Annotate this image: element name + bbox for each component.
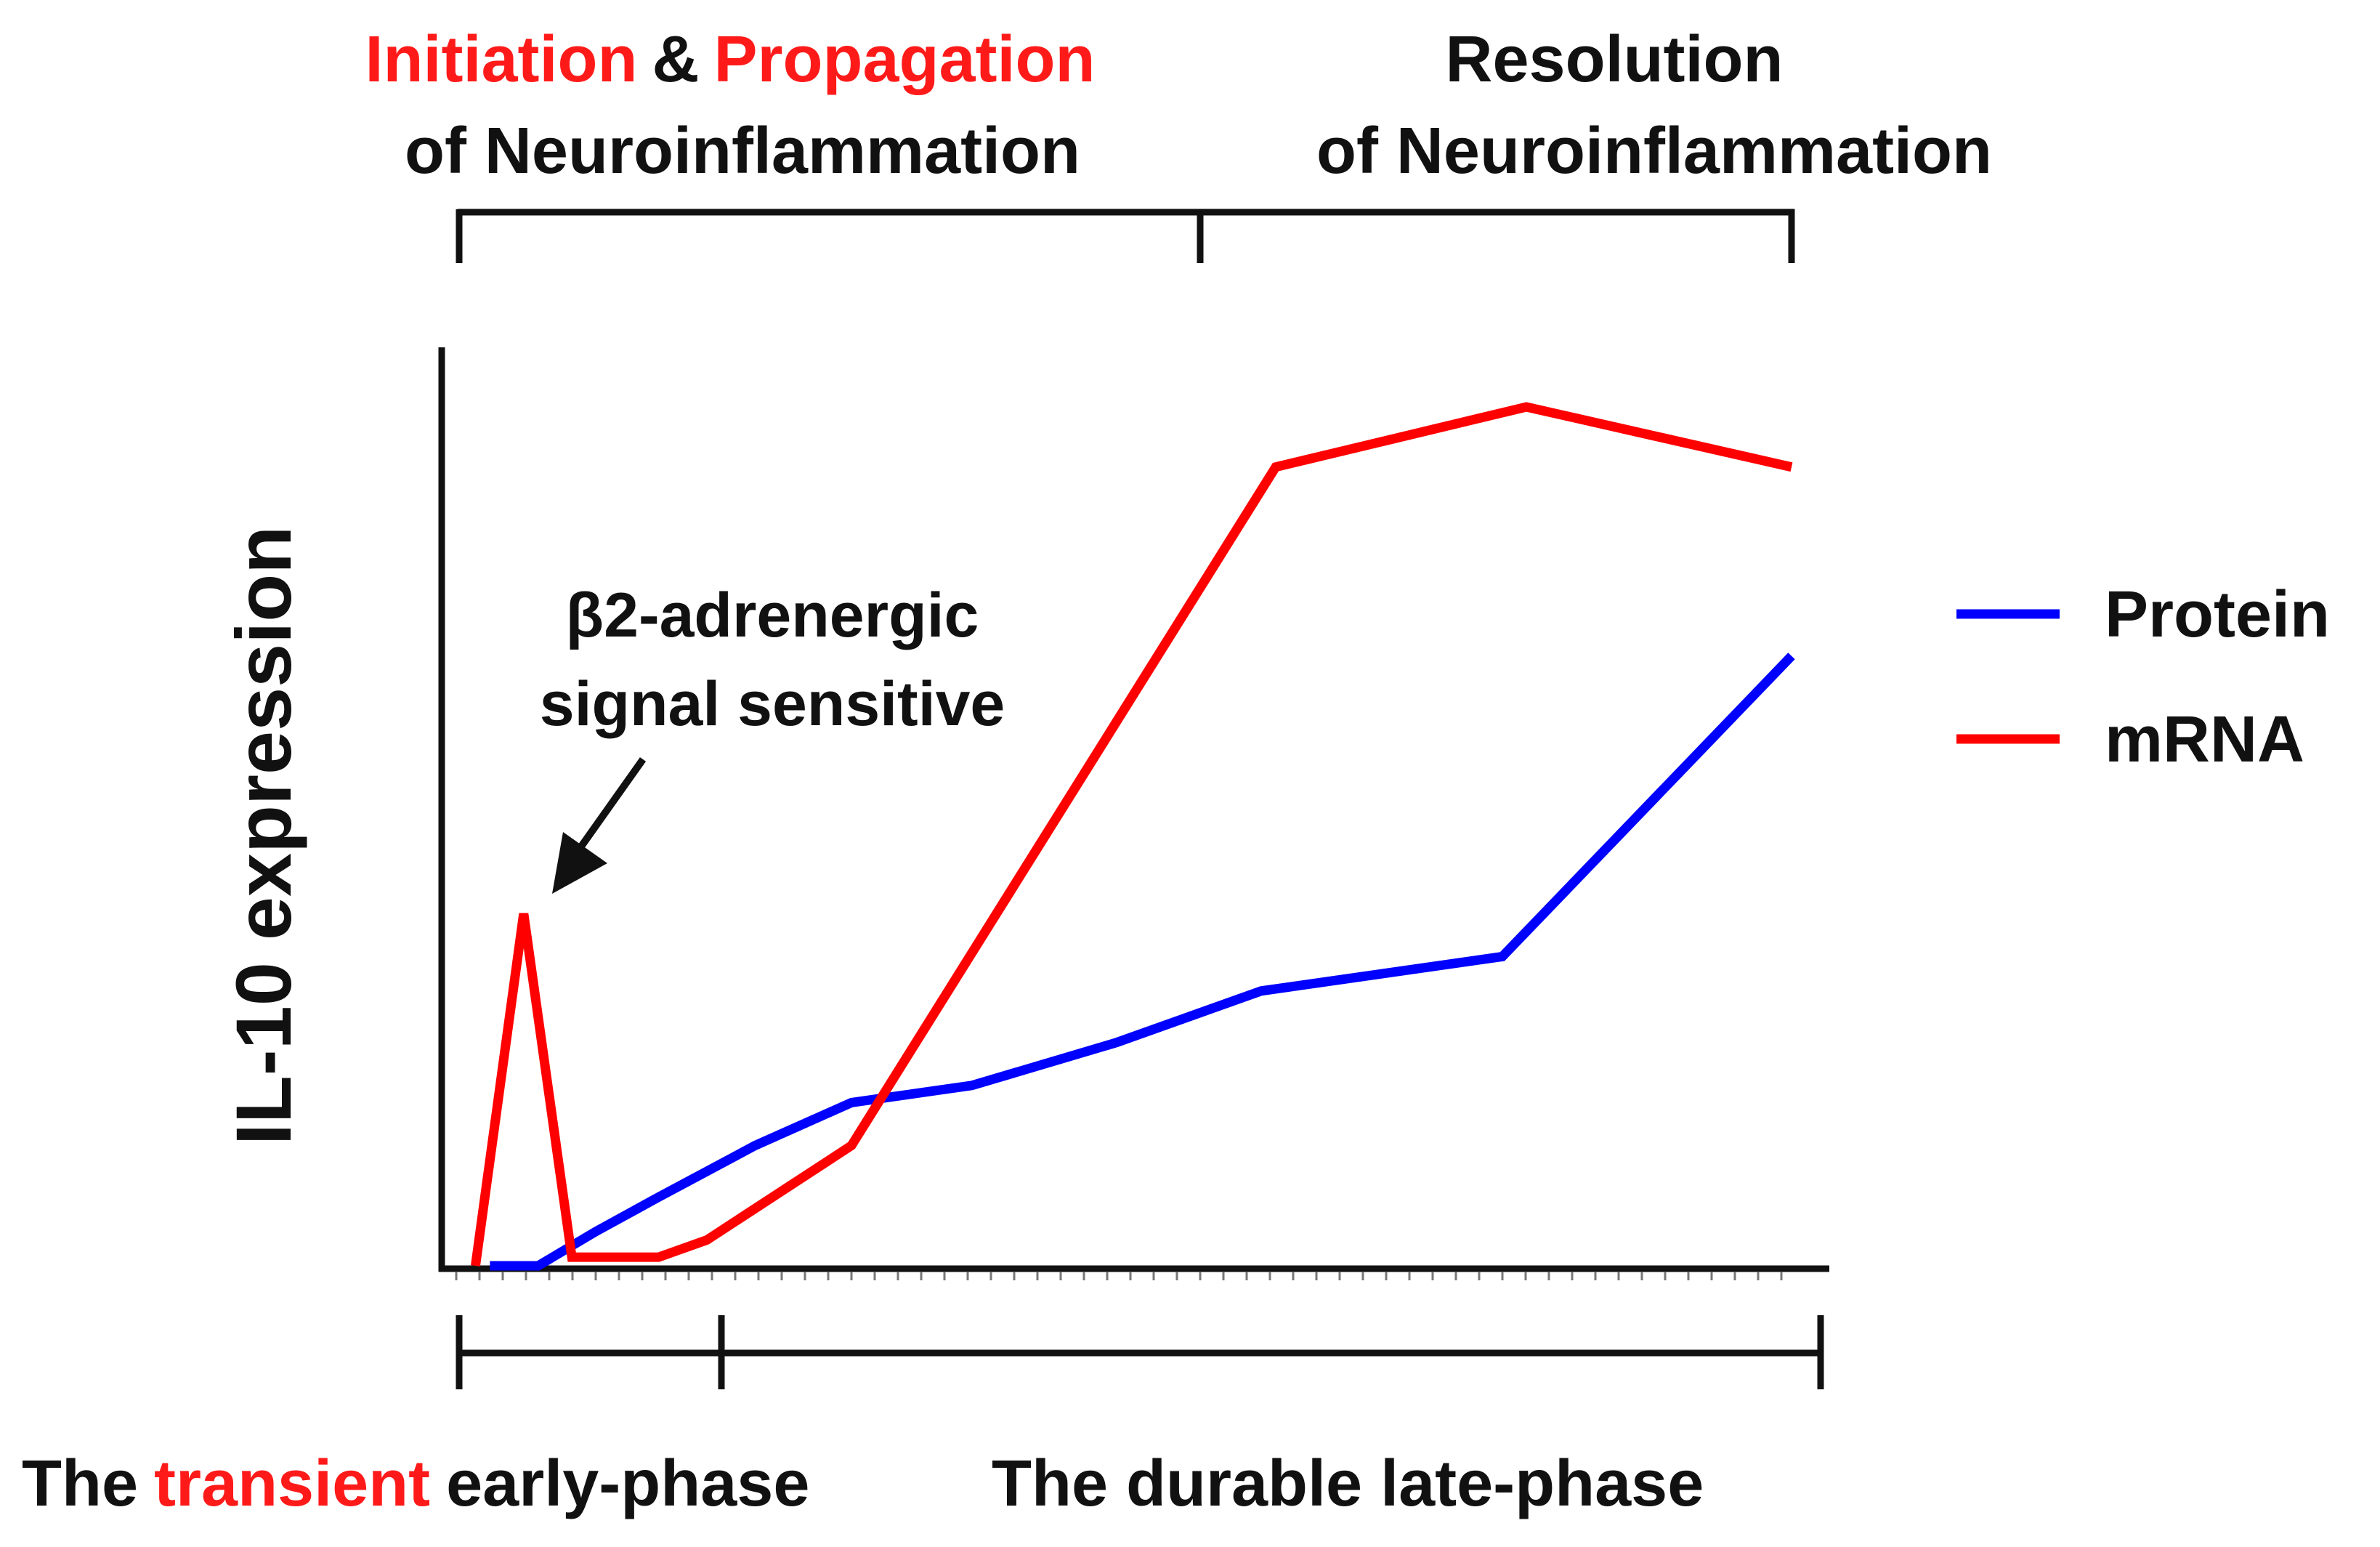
mrna-series-line: [471, 402, 1793, 1267]
propagation-label: Propagation: [713, 23, 1095, 96]
legend-protein-label: Protein: [2105, 578, 2330, 651]
early-phase-transient: transient: [154, 1447, 430, 1520]
bottom-bracket: [456, 1315, 1824, 1389]
protein-series-line: [490, 653, 1795, 1271]
of-neuroinflammation-left: of Neuroinflammation: [405, 115, 1080, 187]
of-neuroinflammation-right: of Neuroinflammation: [1316, 115, 1992, 187]
legend-mrna-label: mRNA: [2105, 703, 2304, 776]
early-phase-rest: early-phase: [446, 1447, 809, 1520]
y-axis-label: IL-10 expression: [219, 526, 307, 1145]
x-axis-minor-ticks: [455, 1272, 1783, 1280]
annotation-arrow-head: [552, 832, 607, 894]
early-phase-the: The: [22, 1447, 138, 1520]
axes: [438, 347, 1829, 1272]
late-phase-label: The durable late-phase: [992, 1447, 1704, 1520]
early-phase-label: The transient early-phase: [22, 1447, 809, 1520]
annotation-arrow: [552, 757, 647, 894]
resolution-label: Resolution: [1446, 23, 1784, 96]
legend: Protein mRNA: [1956, 578, 2330, 776]
annotation-line1: β2-adrenergic: [566, 581, 979, 650]
ampersand-label: &: [652, 23, 699, 96]
initiation-label: Initiation: [365, 23, 638, 96]
annotation-line2: signal sensitive: [540, 669, 1005, 739]
top-phase-title-line1: Initiation & Propagation: [365, 23, 1096, 96]
top-bracket: [456, 209, 1795, 263]
